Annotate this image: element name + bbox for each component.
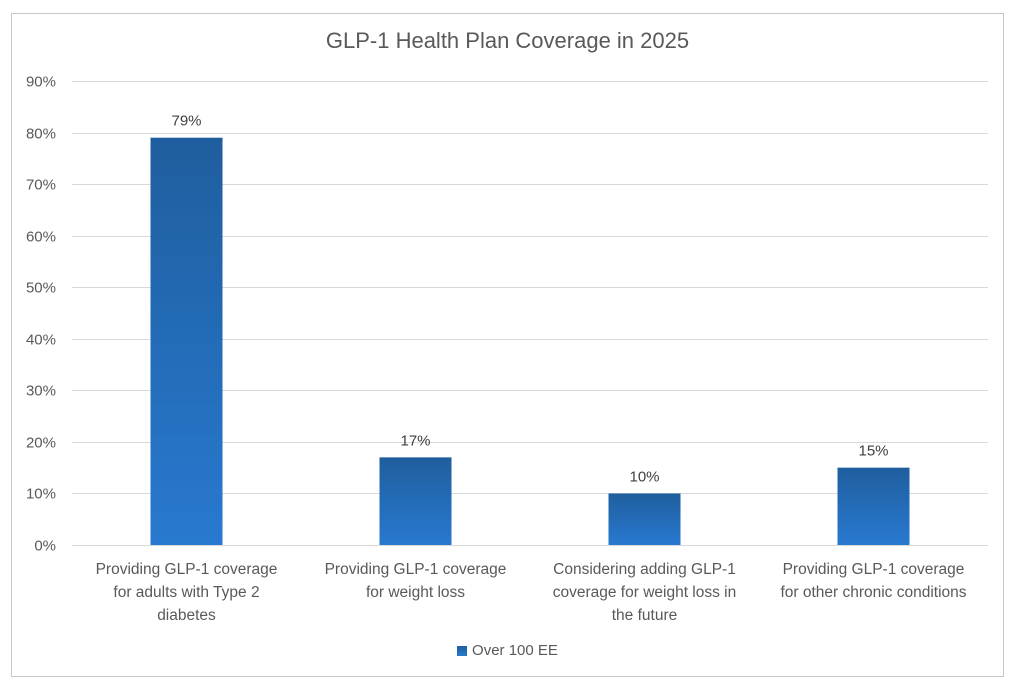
category-label-line: the future	[612, 607, 678, 624]
y-tick-label: 50%	[26, 280, 56, 297]
category-label-line: Considering adding GLP-1	[553, 561, 736, 578]
x-axis-categories: Providing GLP-1 coverage for adults with …	[96, 561, 967, 624]
bar-series	[150, 137, 910, 545]
bar	[150, 137, 223, 545]
data-label: 15%	[858, 443, 888, 460]
data-label: 79%	[171, 113, 201, 130]
category-label: Providing GLP-1 coverage for weight loss	[325, 561, 507, 601]
category-label-line: Providing GLP-1 coverage	[325, 561, 507, 578]
data-label: 10%	[629, 468, 659, 485]
bar	[837, 467, 910, 545]
gridlines	[72, 81, 988, 546]
y-tick-label: 10%	[26, 486, 56, 503]
y-tick-label: 0%	[34, 538, 56, 555]
category-label-line: for other chronic conditions	[780, 584, 966, 601]
y-axis: 0% 10% 20% 30% 40% 50% 60% 70% 80% 90%	[26, 74, 56, 555]
category-label-line: Providing GLP-1 coverage	[96, 561, 278, 578]
y-tick-label: 40%	[26, 332, 56, 349]
y-tick-label: 70%	[26, 177, 56, 194]
category-label: Considering adding GLP-1 coverage for wei…	[553, 561, 737, 624]
y-tick-label: 90%	[26, 74, 56, 91]
bar	[608, 493, 681, 545]
category-label-line: for weight loss	[366, 584, 465, 601]
legend-label: Over 100 EE	[472, 642, 558, 659]
y-tick-label: 60%	[26, 229, 56, 246]
y-tick-label: 30%	[26, 383, 56, 400]
data-labels: 79% 17% 10% 15%	[171, 113, 888, 486]
category-label-line: coverage for weight loss in	[553, 584, 737, 601]
category-label: Providing GLP-1 coverage for other chroni…	[780, 561, 966, 601]
data-label: 17%	[400, 432, 430, 449]
category-label-line: for adults with Type 2	[113, 584, 259, 601]
y-tick-label: 20%	[26, 435, 56, 452]
bar	[379, 457, 452, 545]
chart-title: GLP-1 Health Plan Coverage in 2025	[325, 28, 690, 53]
legend-swatch	[457, 646, 468, 656]
category-label-line: diabetes	[157, 607, 216, 624]
category-label-line: Providing GLP-1 coverage	[783, 561, 965, 578]
legend: Over 100 EE	[0, 642, 1015, 659]
category-label: Providing GLP-1 coverage for adults with …	[96, 561, 278, 624]
y-tick-label: 80%	[26, 126, 56, 143]
